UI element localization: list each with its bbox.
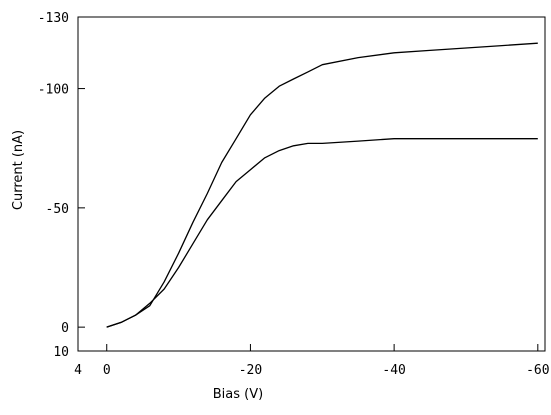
y-tick-label: -130 [38, 11, 69, 26]
x-tick-label: 4 [74, 363, 82, 378]
series-layer [106, 42, 538, 328]
x-tick-label: -60 [526, 363, 549, 378]
series-line-2 [106, 138, 538, 328]
y-tick-label: -50 [46, 202, 69, 217]
x-axis: 4 0 -20 -40 -60 [74, 344, 550, 378]
y-axis: 10 0 -50 -100 -130 [38, 11, 85, 360]
x-tick-label: 0 [103, 363, 111, 378]
y-tick-label: 0 [61, 321, 69, 336]
series-line-1 [106, 42, 538, 328]
y-tick-label: 10 [53, 345, 69, 360]
y-axis-label: Current (nA) [11, 130, 26, 210]
x-tick-label: -40 [382, 363, 405, 378]
y-tick-label: -100 [38, 83, 69, 98]
plot-frame [77, 16, 546, 352]
x-axis-label: Bias (V) [213, 387, 263, 402]
x-tick-label: -20 [239, 363, 262, 378]
